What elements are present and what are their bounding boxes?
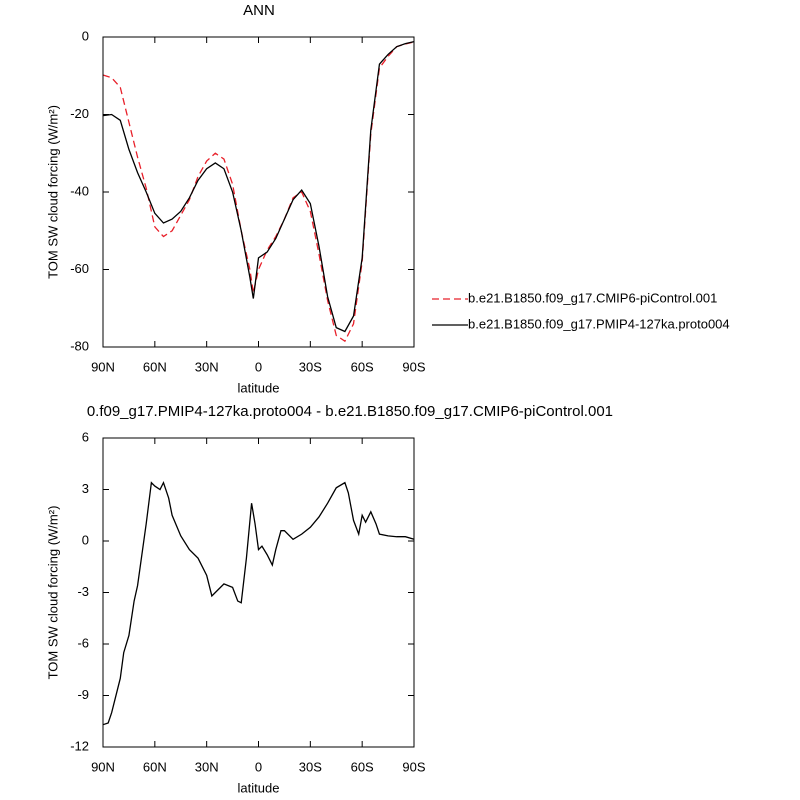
x-tick-label: 0 (255, 759, 262, 774)
x-tick-label: 90S (402, 759, 425, 774)
x-tick-label: 60N (143, 359, 167, 374)
x-tick-label: 30S (299, 759, 322, 774)
y-tick-label: -6 (77, 635, 89, 650)
chart-title: 0.f09_g17.PMIP4-127ka.proto004 - b.e21.B… (87, 403, 613, 420)
x-tick-label: 30N (195, 759, 219, 774)
y-tick-label: -20 (70, 106, 89, 121)
x-tick-label: 90N (91, 359, 115, 374)
y-tick-label: -3 (77, 584, 89, 599)
x-tick-label: 30N (195, 359, 219, 374)
x-tick-label: 0 (255, 359, 262, 374)
x-axis-label: latitude (238, 380, 280, 395)
y-tick-label: 6 (82, 429, 89, 444)
y-tick-label: -9 (77, 687, 89, 702)
series-line (102, 480, 415, 726)
y-axis-label: TOM SW cloud forcing (W/m²) (45, 105, 60, 279)
series-line (102, 41, 415, 333)
y-tick-label: -12 (70, 738, 89, 753)
y-tick-label: -60 (70, 261, 89, 276)
x-tick-label: 60S (351, 359, 374, 374)
y-tick-label: -80 (70, 338, 89, 353)
chart-title: ANN (243, 2, 275, 19)
legend-label: b.e21.B1850.f09_g17.PMIP4-127ka.proto004 (468, 316, 730, 331)
plot-frame (102, 437, 415, 748)
x-axis-label: latitude (238, 780, 280, 795)
y-tick-label: 3 (82, 481, 89, 496)
x-tick-label: 60S (351, 759, 374, 774)
y-tick-label: 0 (82, 28, 89, 43)
series-line (102, 41, 415, 343)
x-tick-label: 90N (91, 759, 115, 774)
x-tick-label: 90S (402, 359, 425, 374)
y-tick-label: -40 (70, 183, 89, 198)
x-tick-label: 30S (299, 359, 322, 374)
y-axis-label: TOM SW cloud forcing (W/m²) (45, 506, 60, 680)
x-tick-label: 60N (143, 759, 167, 774)
legend-label: b.e21.B1850.f09_g17.CMIP6-piControl.001 (468, 290, 717, 305)
y-tick-label: 0 (82, 532, 89, 547)
